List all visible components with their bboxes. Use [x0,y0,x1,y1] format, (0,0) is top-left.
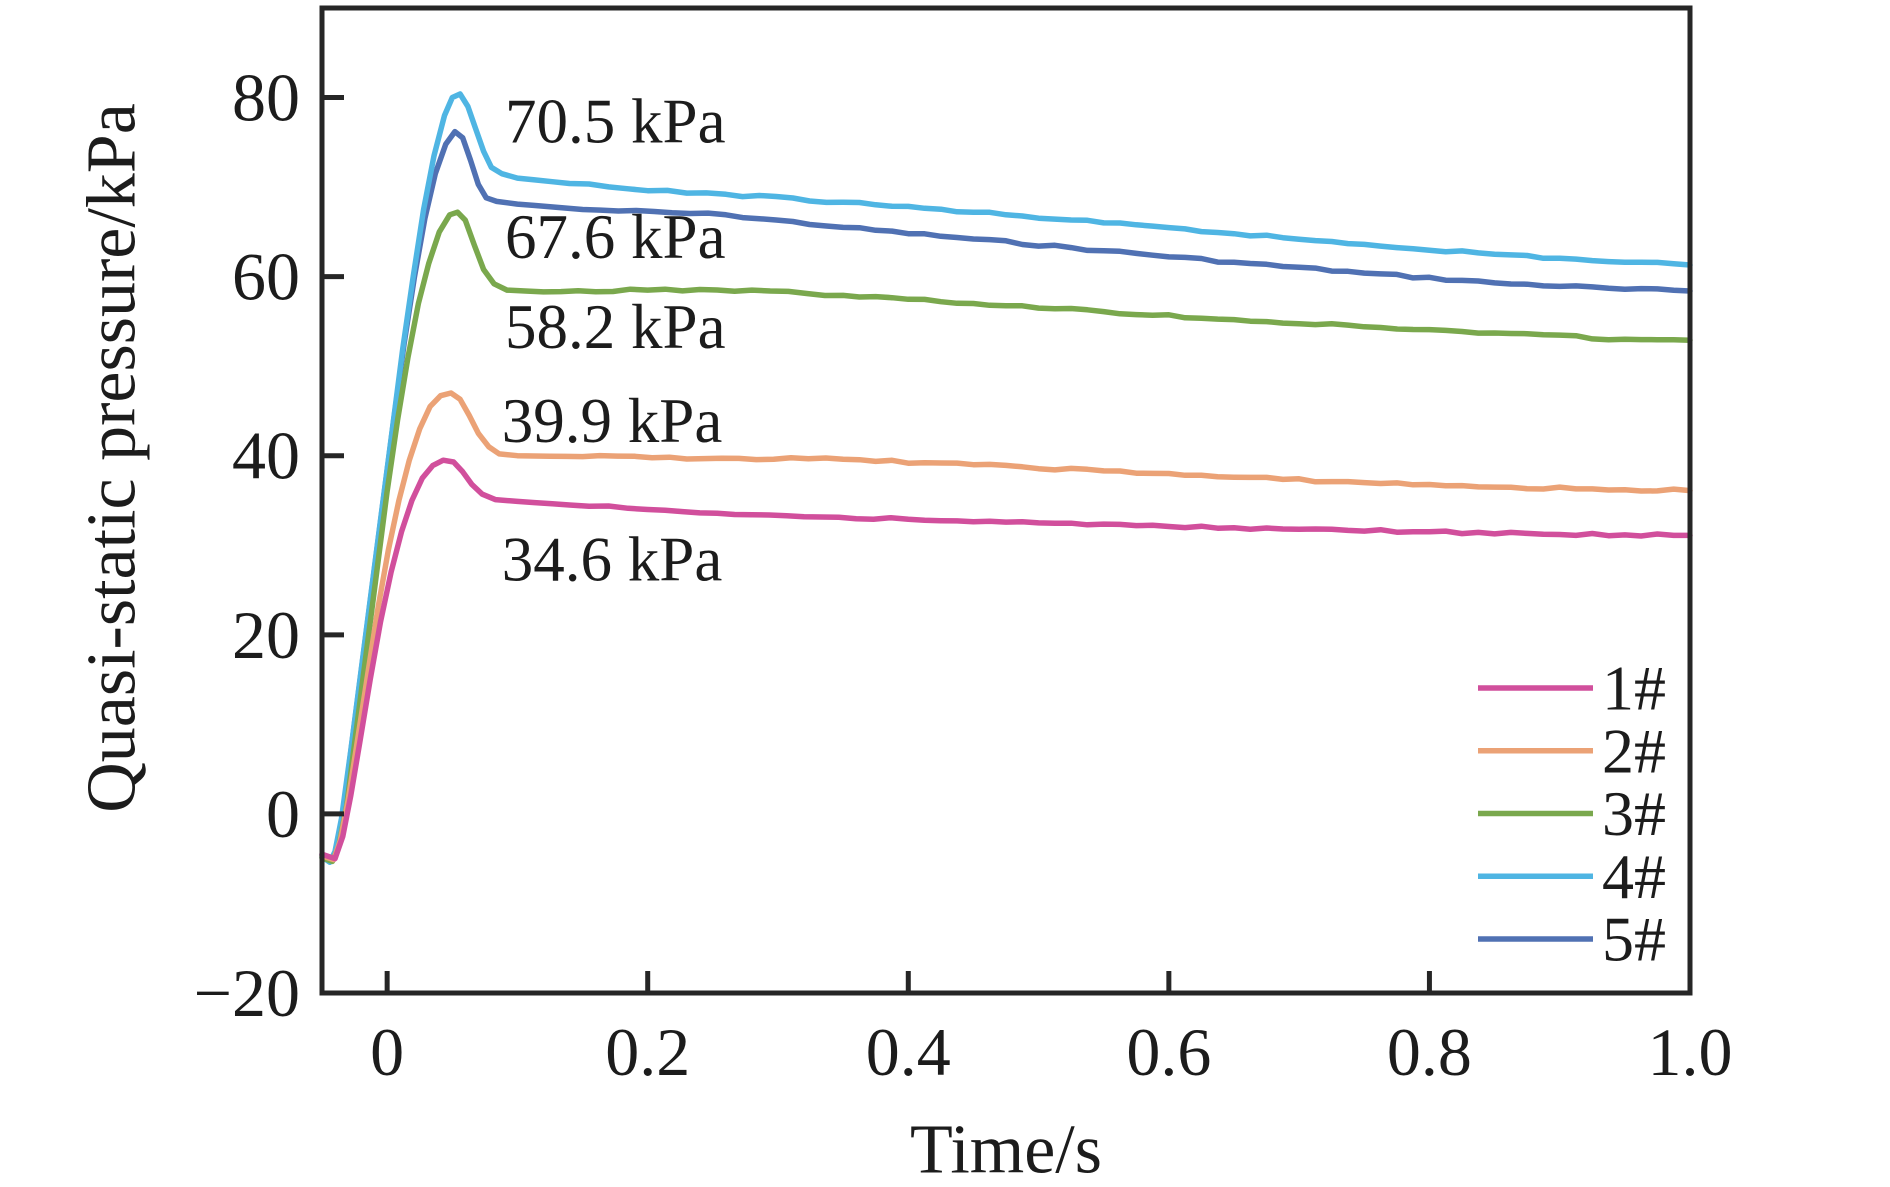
y-tick-label: 20 [232,597,300,673]
x-tick-label: 1.0 [1648,1014,1733,1090]
legend-item-4: 4# [1478,841,1666,912]
plot-border [319,5,1693,996]
series-curves [319,91,1693,866]
series-line-2 [319,390,1693,863]
peak-annotation-2: 39.9 kPa [502,386,723,456]
y-tick-label: −20 [194,955,300,1031]
legend-label-2: 2# [1602,715,1666,786]
series-line-3 [319,209,1693,865]
legend-item-2: 2# [1478,715,1666,786]
x-tick-label: 0.8 [1387,1014,1472,1090]
series-line-4 [319,91,1693,866]
legend-item-5: 5# [1478,904,1666,975]
x-axis-label: Time/s [910,1112,1102,1187]
series-line-1 [319,457,1693,862]
y-axis-label: Quasi-static pressure/kPa [74,103,151,813]
y-tick-label: 0 [266,776,300,852]
x-tick-label: 0.6 [1126,1014,1211,1090]
legend-label-3: 3# [1602,778,1666,849]
legend-label-1: 1# [1602,653,1666,724]
x-tick-label: 0.2 [605,1014,690,1090]
legend-label-4: 4# [1602,841,1666,912]
peak-annotation-5: 67.6 kPa [505,202,726,272]
x-tick-label: 0.4 [866,1014,951,1090]
plot-frame [319,5,1693,996]
legend-item-1: 1# [1478,653,1666,724]
peak-annotation-1: 34.6 kPa [502,525,723,595]
peak-annotation-3: 58.2 kPa [505,292,726,362]
legend: 1#2#3#4#5# [1478,653,1666,975]
series-line-5 [319,128,1693,864]
y-tick-label: 80 [232,60,300,136]
y-tick-label: 40 [232,418,300,494]
axis-ticks: 0 0.2 0.4 0.6 0.8 1.0 −20 0 20 40 60 80 [194,60,1733,1090]
peak-annotation-4: 70.5 kPa [505,87,726,157]
legend-label-5: 5# [1602,904,1666,975]
y-tick-label: 60 [232,239,300,315]
peak-annotations: 70.5 kPa 67.6 kPa 58.2 kPa 39.9 kPa 34.6 kPa [502,87,726,595]
x-tick-label: 0 [370,1014,404,1090]
legend-item-3: 3# [1478,778,1666,849]
